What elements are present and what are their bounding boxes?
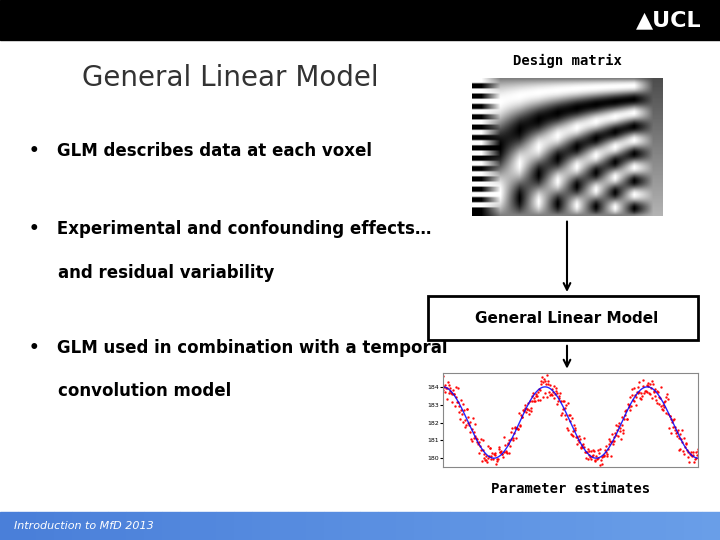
Text: Parameter estimates: Parameter estimates [491, 482, 650, 496]
Bar [414, 512, 432, 540]
Bar [702, 512, 720, 540]
Bar [324, 512, 342, 540]
Text: •   Experimental and confounding effects…: • Experimental and confounding effects… [29, 220, 431, 239]
Bar [18, 512, 36, 540]
Bar [684, 512, 702, 540]
Bar [504, 512, 522, 540]
Bar [288, 512, 306, 540]
Bar [468, 512, 486, 540]
Text: ▲UCL: ▲UCL [636, 10, 702, 30]
Text: •   GLM used in combination with a temporal: • GLM used in combination with a tempora… [29, 339, 447, 357]
Bar [252, 512, 270, 540]
Bar [342, 512, 360, 540]
Bar [576, 512, 594, 540]
Bar [144, 512, 162, 540]
Bar [648, 512, 666, 540]
Bar [198, 512, 216, 540]
Bar [72, 512, 90, 540]
FancyBboxPatch shape [428, 296, 698, 340]
Bar [162, 512, 180, 540]
Bar [360, 512, 378, 540]
Text: General Linear Model: General Linear Model [82, 64, 379, 92]
Bar [594, 512, 612, 540]
Bar [36, 512, 54, 540]
Bar [432, 512, 450, 540]
Bar [486, 512, 504, 540]
Bar [126, 512, 144, 540]
Bar [630, 512, 648, 540]
Text: convolution model: convolution model [58, 382, 231, 401]
Bar [180, 512, 198, 540]
Text: General Linear Model: General Linear Model [475, 310, 659, 326]
Bar [378, 512, 396, 540]
Bar [540, 512, 558, 540]
Bar [216, 512, 234, 540]
Text: •   GLM describes data at each voxel: • GLM describes data at each voxel [29, 142, 372, 160]
Bar [108, 512, 126, 540]
Bar [0, 512, 18, 540]
Text: and residual variability: and residual variability [58, 264, 274, 282]
Bar [612, 512, 630, 540]
Bar [558, 512, 576, 540]
Text: Design matrix: Design matrix [513, 53, 621, 68]
Bar [306, 512, 324, 540]
Bar [666, 512, 684, 540]
Bar [450, 512, 468, 540]
Bar [54, 512, 72, 540]
Bar [270, 512, 288, 540]
Bar [90, 512, 108, 540]
Bar [396, 512, 414, 540]
Text: Introduction to MfD 2013: Introduction to MfD 2013 [14, 521, 154, 531]
Bar [0, 0, 720, 40]
Bar [522, 512, 540, 540]
Bar [234, 512, 252, 540]
